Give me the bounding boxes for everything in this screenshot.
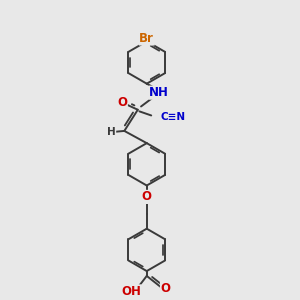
Text: OH: OH — [121, 285, 141, 298]
Text: Br: Br — [139, 32, 154, 45]
Text: O: O — [160, 282, 170, 295]
Text: H: H — [107, 127, 116, 137]
Text: C≡N: C≡N — [160, 112, 185, 122]
Text: O: O — [117, 96, 127, 109]
Text: O: O — [142, 190, 152, 203]
Text: NH: NH — [149, 86, 169, 99]
